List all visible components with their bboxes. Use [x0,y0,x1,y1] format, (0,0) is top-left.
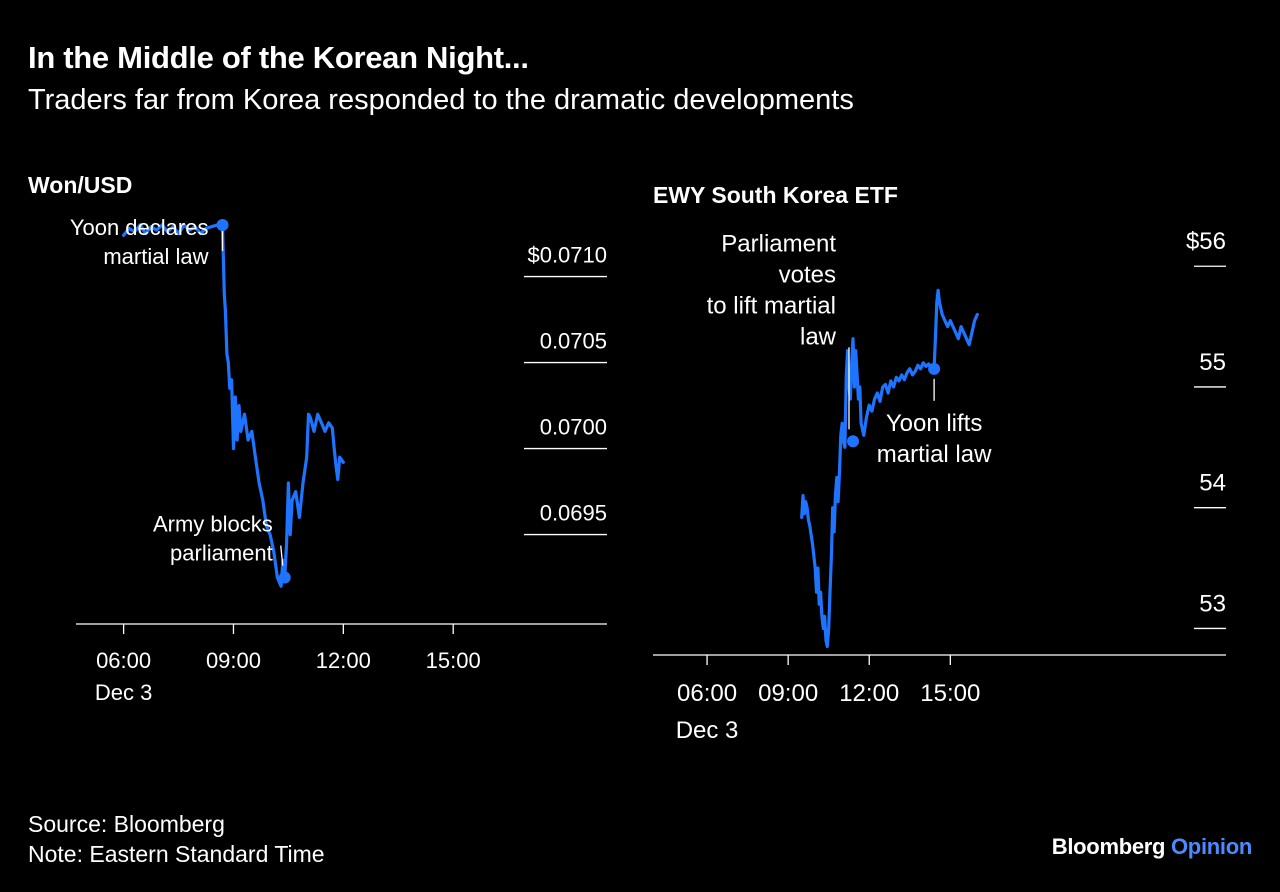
annotation-text: martial law [877,441,992,468]
time-note: Note: Eastern Standard Time [28,841,325,867]
x-tick-label: 12:00 [316,648,371,673]
event-marker [928,362,941,375]
annotation-text: martial law [103,244,208,269]
brand-suffix: Opinion [1171,834,1252,859]
y-tick-label: 53 [1199,590,1226,617]
annotation-text: Army blocks [153,512,273,537]
annotation-text: parliament [170,541,273,566]
x-tick-label: 06:00 [96,648,151,673]
brand-logo: Bloomberg Opinion [1051,834,1253,860]
x-tick-label: 15:00 [920,680,980,707]
annotation-leader [280,545,284,566]
event-marker [278,571,291,584]
annotation-text: to lift martial [707,292,836,319]
x-tick-label: 12:00 [839,680,899,707]
y-tick-label: 55 [1199,349,1226,376]
annotation-text: Yoon lifts [886,410,983,437]
source-note: Source: Bloomberg [28,811,225,837]
ewy-chart-title: EWY South Korea ETF [653,182,898,208]
chart-title: In the Middle of the Korean Night... [28,40,529,75]
won-chart-title: Won/USD [28,172,133,198]
series-line [800,288,979,649]
annotation-text: votes [779,261,836,288]
x-date-label: Dec 3 [676,717,739,744]
brand-name: Bloomberg [1051,834,1166,859]
y-tick-label: 0.0705 [540,329,607,354]
annotation-text: law [800,323,837,350]
y-tick-label: 0.0695 [540,501,607,526]
event-marker [216,218,229,231]
series-line [122,223,345,588]
x-tick-label: 06:00 [677,680,737,707]
x-tick-label: 09:00 [206,648,261,673]
x-tick-label: 09:00 [758,680,818,707]
y-tick-label: 0.0700 [540,415,607,440]
x-date-label: Dec 3 [95,680,152,705]
annotation-text: Yoon declares [70,215,209,240]
event-marker [847,435,860,448]
x-tick-label: 15:00 [426,648,481,673]
y-tick-label: $0.0710 [527,243,607,268]
annotation-text: Parliament [721,230,836,257]
chart-subtitle: Traders far from Korea responded to the … [28,84,854,116]
y-tick-label: 54 [1199,470,1226,497]
y-tick-label: $56 [1186,228,1226,255]
